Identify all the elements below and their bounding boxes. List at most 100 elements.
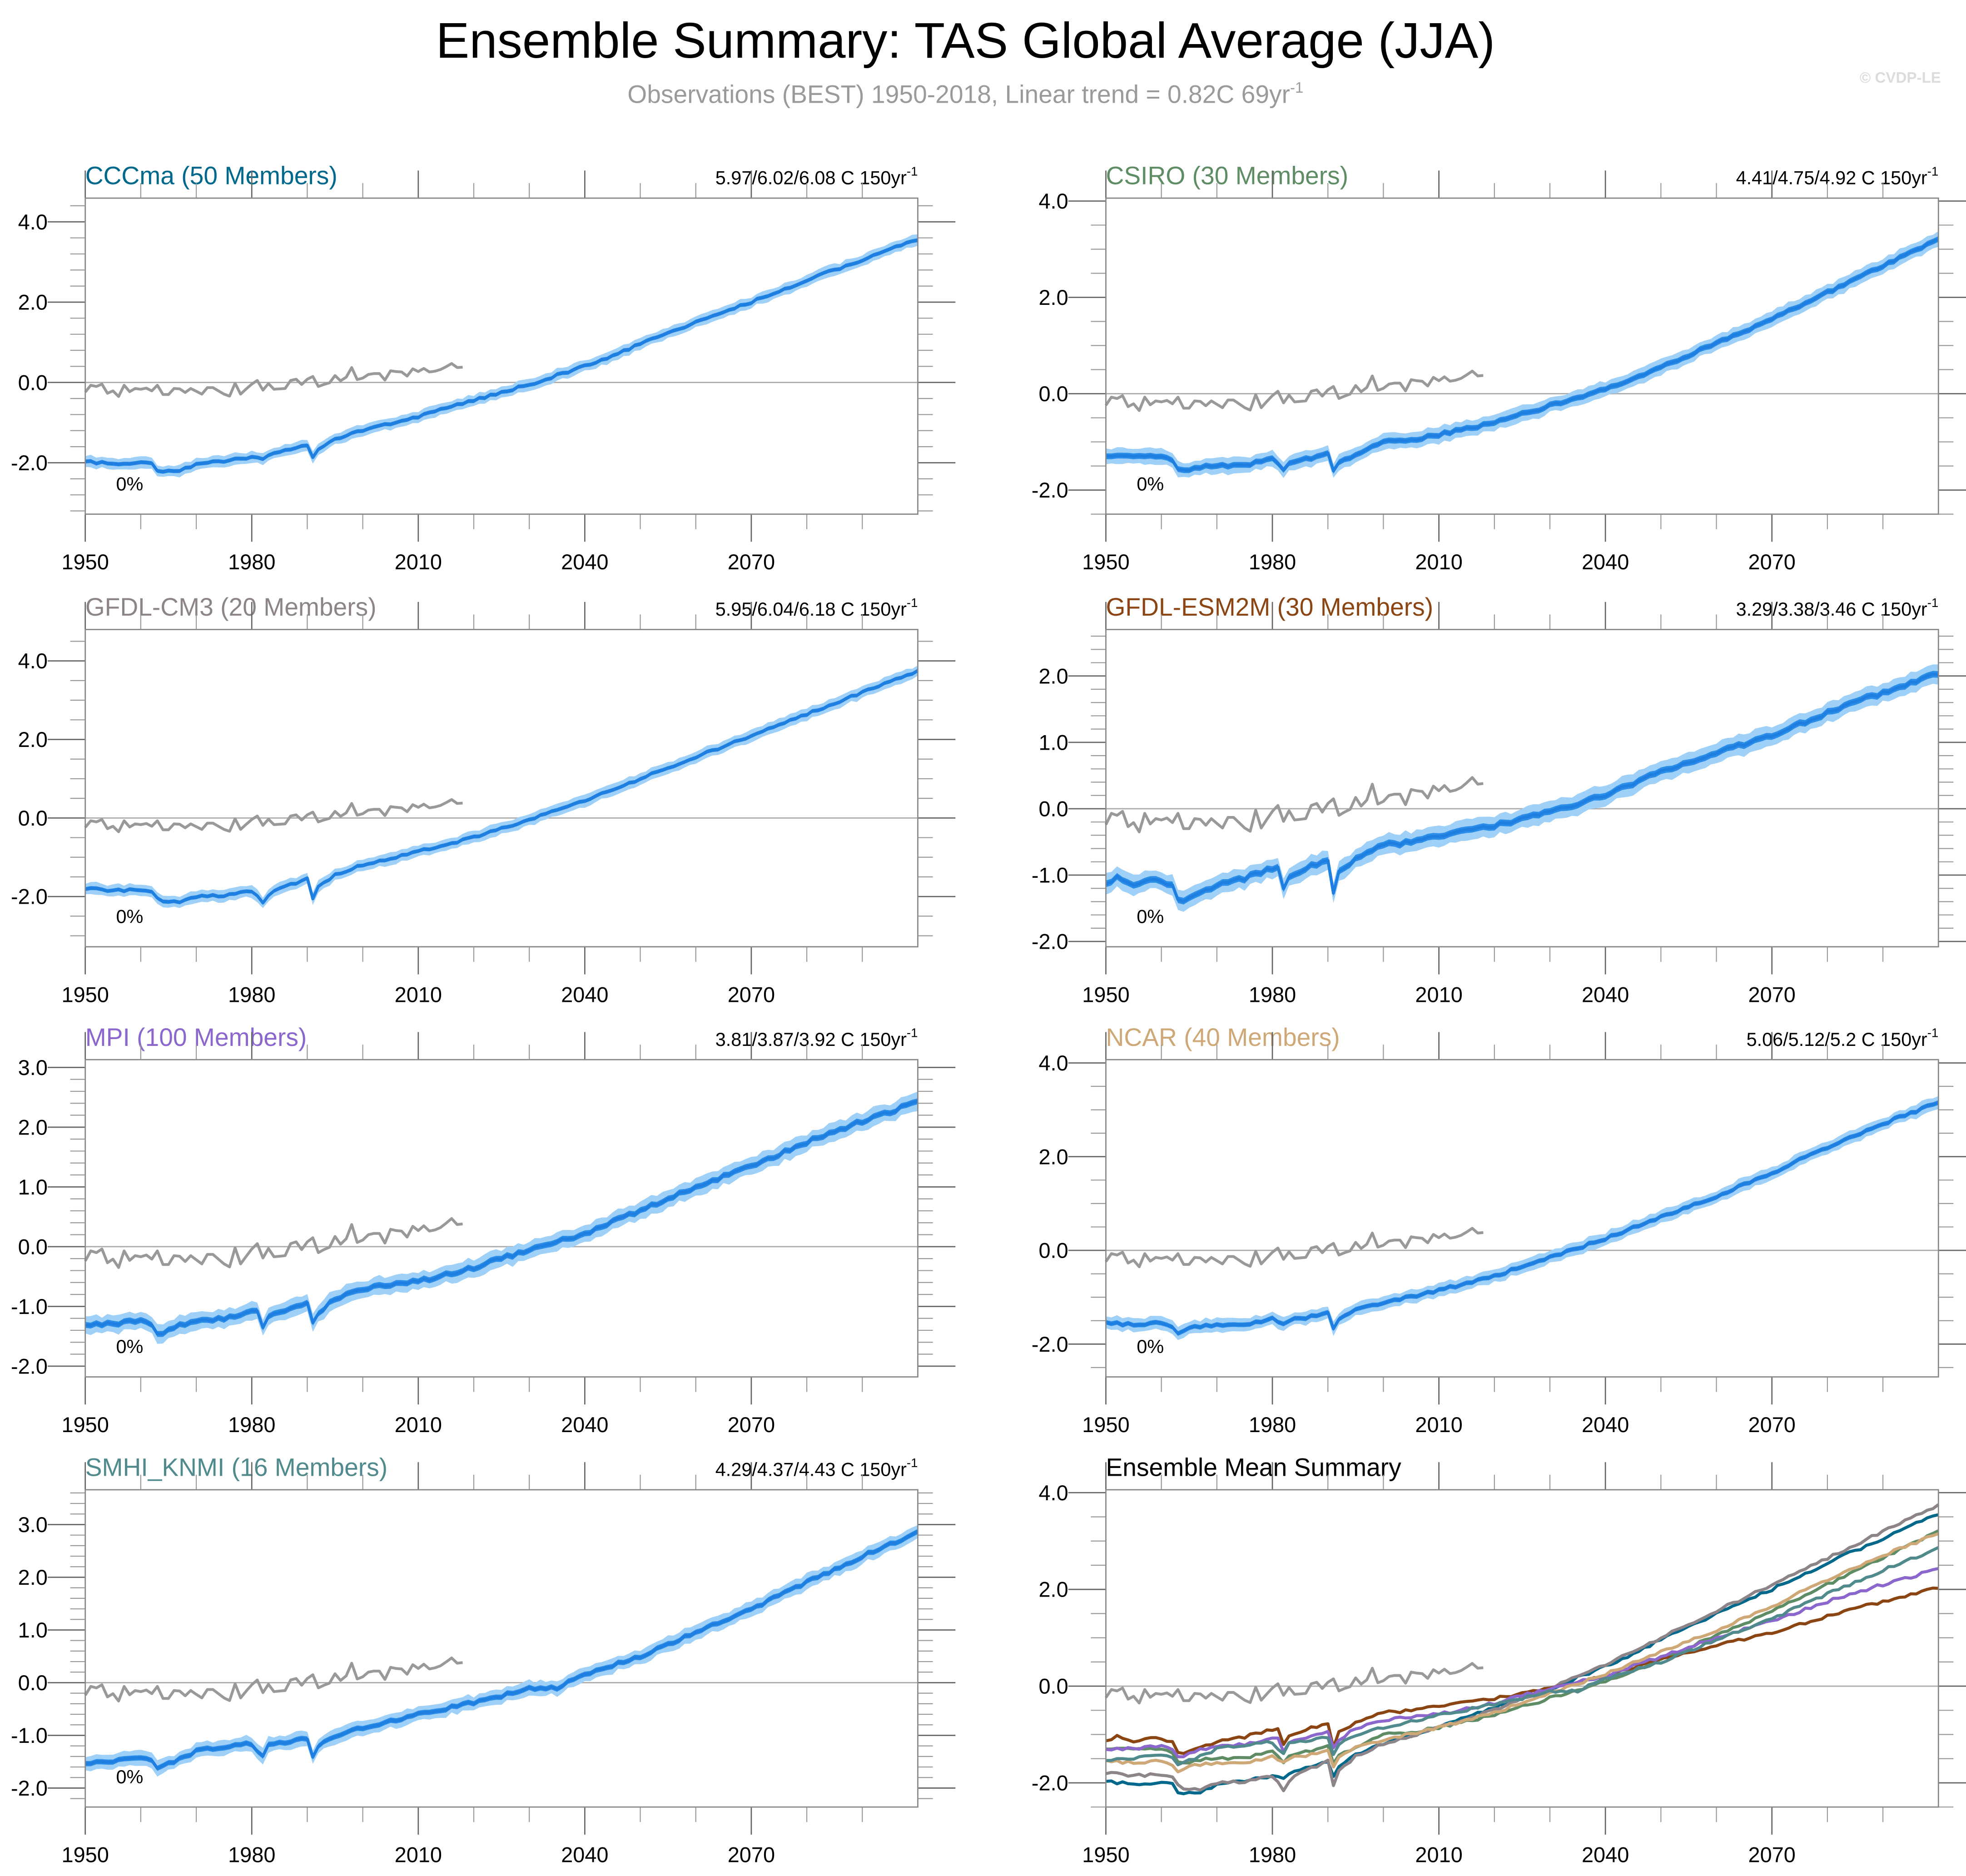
ensemble-spread-inner — [85, 1098, 918, 1337]
ensemble-mean-smhi-knmi — [1106, 1546, 1939, 1767]
panel-mpi: MPI (100 Members) 3.81/3.87/3.92 C 150yr-… — [11, 1023, 956, 1437]
panel-title: SMHI_KNMI (16 Members) — [85, 1453, 387, 1482]
trend-text: 3.29/3.38/3.46 C 150yr — [1736, 599, 1927, 620]
trend-label: 5.06/5.12/5.2 C 150yr-1 — [1747, 1026, 1939, 1050]
panel-title: Ensemble Mean Summary — [1106, 1453, 1402, 1482]
x-tick-label: 2070 — [728, 1413, 775, 1437]
x-tick-label: 2040 — [1582, 983, 1629, 1006]
percent-label: 0% — [116, 906, 144, 927]
x-tick-label: 2070 — [1748, 1413, 1796, 1437]
x-tick-label: 2070 — [1748, 1843, 1796, 1867]
percent-label: 0% — [1137, 906, 1164, 927]
trend-label: 3.81/3.87/3.92 C 150yr-1 — [715, 1026, 918, 1050]
trend-superscript: -1 — [907, 164, 918, 178]
subtitle-text: Observations (BEST) 1950-2018, Linear tr… — [627, 80, 1290, 108]
trend-text: 4.41/4.75/4.92 C 150yr — [1736, 168, 1927, 189]
y-tick-label: 0.0 — [18, 1235, 48, 1259]
y-tick-label: 2.0 — [18, 1115, 48, 1139]
percent-label: 0% — [116, 1767, 144, 1787]
x-tick-label: 1950 — [62, 1843, 109, 1867]
panel-csiro: CSIRO (30 Members) 4.41/4.75/4.92 C 150yr… — [1032, 162, 1966, 574]
observations-line — [1104, 369, 1484, 412]
observations-line — [1104, 776, 1484, 834]
y-tick-label: -2.0 — [11, 451, 48, 475]
y-tick-label: -1.0 — [1032, 864, 1068, 887]
ensemble-spread-outer — [85, 234, 918, 478]
plot-frame — [1105, 1059, 1939, 1378]
y-tick-label: 3.0 — [18, 1513, 48, 1537]
y-tick-label: -2.0 — [11, 1354, 48, 1378]
panel-cccma: CCCma (50 Members) 5.97/6.02/6.08 C 150yr… — [11, 162, 956, 574]
trend-label: 3.29/3.38/3.46 C 150yr-1 — [1736, 596, 1939, 620]
x-tick-label: 2070 — [728, 550, 775, 574]
x-tick-label: 1980 — [228, 1843, 275, 1867]
trend-label: 4.29/4.37/4.43 C 150yr-1 — [715, 1456, 918, 1480]
y-tick-label: -2.0 — [1032, 930, 1068, 954]
y-tick-label: 2.0 — [18, 1566, 48, 1589]
x-tick-label: 1950 — [1082, 550, 1129, 574]
y-tick-label: -1.0 — [11, 1295, 48, 1319]
trend-superscript: -1 — [907, 596, 918, 610]
x-tick-label: 2010 — [395, 1843, 442, 1867]
observations-line — [84, 798, 463, 833]
y-tick-label: 4.0 — [18, 649, 48, 673]
plot-frame — [84, 197, 918, 515]
x-tick-label: 2010 — [1415, 550, 1462, 574]
ensemble-mean-csiro — [1106, 1529, 1939, 1765]
trend-superscript: -1 — [1927, 596, 1939, 610]
y-tick-label: -2.0 — [1032, 1772, 1068, 1795]
y-tick-label: 1.0 — [1038, 731, 1068, 754]
x-tick-label: 1980 — [1249, 1413, 1296, 1437]
observations-line — [84, 1656, 463, 1703]
trend-text: 4.29/4.37/4.43 C 150yr — [715, 1459, 907, 1480]
panel-title: CCCma (50 Members) — [85, 162, 338, 190]
ensemble-mean-line — [85, 1100, 918, 1336]
ensemble-mean-line — [85, 1530, 919, 1770]
y-tick-label: 2.0 — [1038, 1578, 1068, 1602]
trend-text: 3.81/3.87/3.92 C 150yr — [715, 1029, 907, 1050]
y-tick-label: -2.0 — [11, 1776, 48, 1800]
y-tick-label: -2.0 — [11, 885, 48, 909]
x-tick-label: 1980 — [1249, 983, 1296, 1006]
panel-gfdl-cm3: GFDL-CM3 (20 Members) 5.95/6.04/6.18 C 15… — [11, 593, 956, 1006]
y-tick-label: 2.0 — [1038, 286, 1068, 309]
y-tick-label: 0.0 — [18, 1671, 48, 1695]
panel-ncar: NCAR (40 Members) 5.06/5.12/5.2 C 150yr-1… — [1032, 1023, 1966, 1437]
ensemble-spread-inner — [85, 668, 918, 905]
ensemble-mean-line — [1105, 1101, 1939, 1335]
plot-frame — [1105, 629, 1939, 948]
trend-superscript: -1 — [1927, 164, 1939, 178]
ensemble-mean-cccma — [1106, 1513, 1939, 1796]
y-tick-label: -1.0 — [11, 1724, 48, 1747]
panel-title: GFDL-ESM2M (30 Members) — [1106, 593, 1434, 621]
ensemble-mean-ncar — [1105, 1532, 1939, 1774]
y-tick-label: 1.0 — [18, 1618, 48, 1642]
x-tick-label: 2070 — [1748, 983, 1796, 1006]
x-tick-label: 2010 — [395, 983, 442, 1006]
y-tick-label: 0.0 — [1038, 1239, 1068, 1263]
panels: CCCma (50 Members) 5.97/6.02/6.08 C 150yr… — [11, 162, 1966, 1867]
trend-text: 5.97/6.02/6.08 C 150yr — [715, 168, 907, 189]
watermark: © CVDP-LE — [1860, 70, 1941, 86]
x-tick-label: 2040 — [561, 983, 608, 1006]
y-tick-label: -2.0 — [1032, 478, 1068, 502]
panel-smhi-knmi: SMHI_KNMI (16 Members) 4.29/4.37/4.43 C 1… — [11, 1453, 956, 1867]
y-tick-label: 2.0 — [1038, 1145, 1068, 1169]
x-tick-label: 2010 — [395, 550, 442, 574]
ensemble-spread-outer — [85, 665, 918, 908]
trend-text: 5.06/5.12/5.2 C 150yr — [1747, 1029, 1927, 1050]
y-tick-label: 4.0 — [1038, 189, 1068, 213]
x-tick-label: 1980 — [1249, 1843, 1296, 1867]
panel-ensemble-mean-summary: Ensemble Mean Summary 1950 1980 2010 2040 207… — [1032, 1453, 1966, 1867]
x-tick-label: 2040 — [561, 550, 608, 574]
y-tick-label: 4.0 — [18, 210, 48, 234]
ensemble-spread-inner — [1106, 236, 1939, 474]
figure-subtitle: Observations (BEST) 1950-2018, Linear tr… — [627, 80, 1303, 108]
y-tick-label: 0.0 — [1038, 797, 1068, 821]
trend-text: 5.95/6.04/6.18 C 150yr — [715, 599, 907, 620]
ensemble-spread-outer — [1106, 664, 1939, 912]
plot-frame — [1105, 197, 1939, 515]
x-tick-label: 1950 — [1082, 1413, 1129, 1437]
y-tick-label: 0.0 — [1038, 382, 1068, 406]
ensemble-mean-line — [1105, 672, 1939, 903]
